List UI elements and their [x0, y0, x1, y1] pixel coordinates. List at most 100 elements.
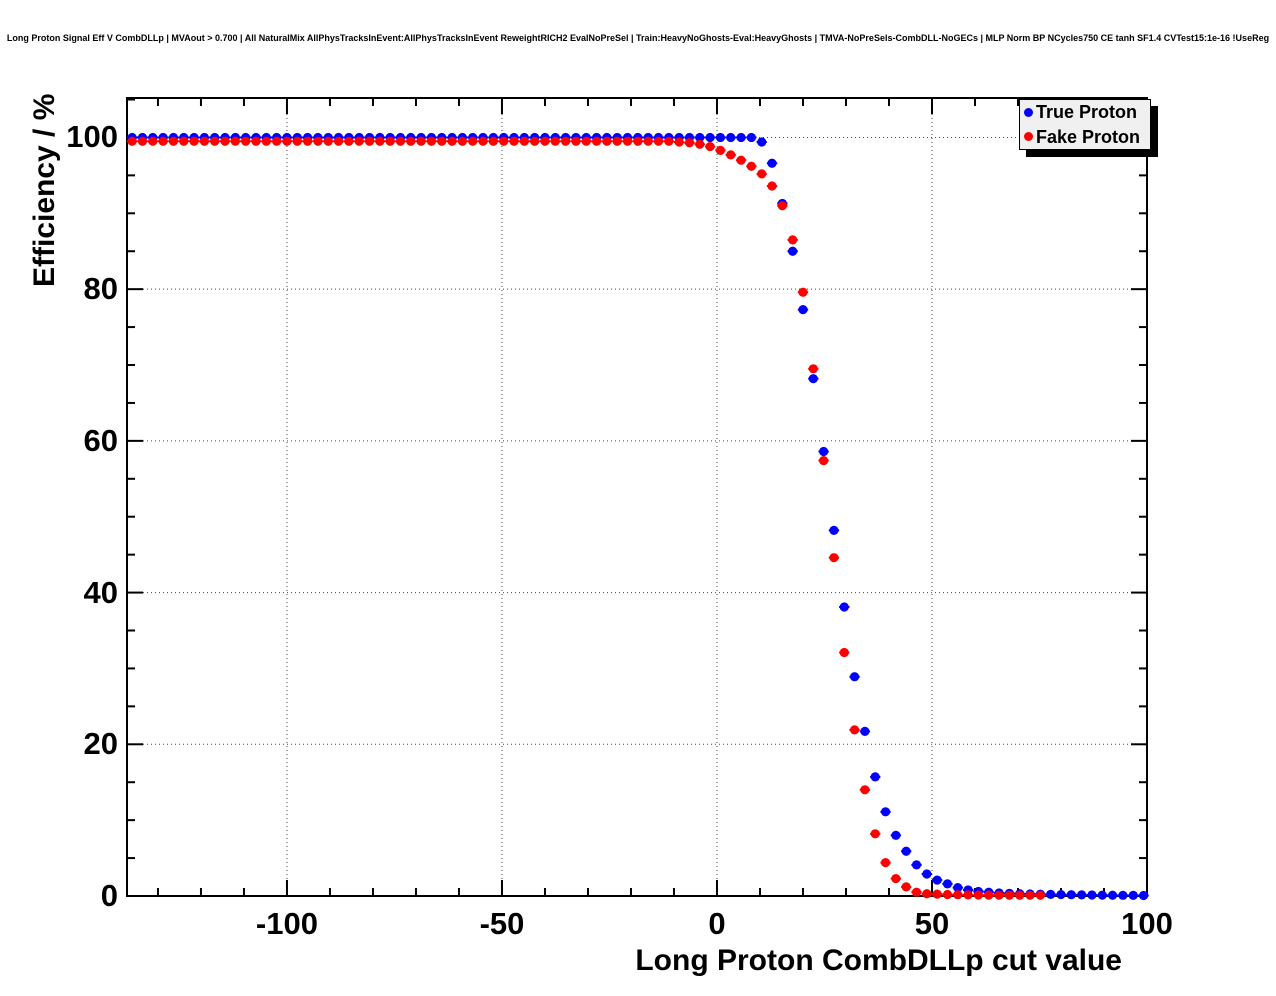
data-point [395, 136, 406, 146]
x-tick-label: -100 [255, 906, 318, 941]
data-point [901, 882, 911, 892]
data-point [664, 136, 674, 146]
data-point [705, 132, 715, 143]
data-point [1056, 889, 1066, 900]
data-point [530, 136, 540, 146]
data-point [375, 136, 385, 146]
data-point [189, 136, 199, 146]
data-point [674, 137, 684, 147]
data-point [1046, 889, 1056, 900]
data-point [767, 158, 777, 168]
y-tick-label: 100 [66, 119, 118, 155]
legend-entry-fake-proton: Fake Proton [1020, 125, 1150, 149]
x-tick-label: -50 [479, 906, 525, 941]
data-point [179, 136, 189, 146]
data-point [808, 364, 818, 374]
data-point [426, 136, 437, 146]
data-point [736, 132, 746, 143]
data-point [199, 136, 210, 146]
data-point [622, 136, 633, 146]
data-point [220, 136, 230, 146]
data-point [746, 132, 756, 143]
x-tick-label: 0 [708, 906, 726, 941]
data-point [323, 136, 333, 146]
data-point [715, 145, 726, 155]
y-tick-label: 20 [83, 726, 118, 762]
data-point [819, 455, 829, 466]
data-point [1138, 890, 1149, 901]
y-tick-label: 0 [100, 878, 118, 913]
data-point [148, 136, 158, 146]
data-point [457, 136, 468, 146]
data-point [849, 672, 860, 682]
chart-title: Long Proton Signal Eff V CombDLLp | MVAo… [6, 33, 1270, 43]
data-point [684, 138, 695, 148]
data-point [272, 136, 282, 146]
data-point [230, 136, 240, 146]
data-point [788, 246, 798, 256]
data-point [261, 136, 271, 146]
data-point [282, 136, 292, 146]
data-point [911, 860, 922, 870]
data-point [726, 150, 736, 160]
data-point [1035, 890, 1045, 900]
data-point [1025, 890, 1035, 900]
data-point [581, 136, 591, 146]
data-point [478, 136, 488, 146]
series-true-proton [127, 132, 1149, 901]
data-point [891, 830, 901, 840]
data-point [437, 136, 447, 146]
legend-label: Fake Proton [1036, 126, 1141, 147]
data-point [767, 181, 777, 191]
data-point [798, 305, 808, 315]
data-point [1087, 890, 1097, 900]
data-point [1004, 890, 1014, 900]
data-point [519, 136, 529, 146]
data-point [829, 553, 839, 563]
data-point [406, 136, 416, 146]
data-point [973, 890, 984, 900]
data-point [1118, 890, 1128, 900]
data-point [1107, 890, 1118, 900]
data-point [829, 525, 839, 535]
data-point [602, 136, 612, 146]
data-point [344, 136, 354, 146]
data-point [158, 136, 168, 146]
data-point [870, 829, 880, 839]
data-point [705, 141, 715, 152]
data-point [364, 136, 375, 146]
y-tick-label: 40 [83, 574, 118, 610]
data-point [168, 136, 179, 146]
data-point [932, 875, 942, 885]
data-point [891, 873, 901, 884]
fake-proton-marker-icon [1024, 132, 1033, 142]
data-point [571, 136, 581, 146]
data-point [385, 136, 395, 146]
data-point [695, 132, 705, 143]
data-point [1015, 890, 1025, 900]
data-point [819, 446, 829, 457]
data-point [757, 137, 767, 147]
data-point [757, 169, 767, 179]
data-point [416, 136, 426, 146]
data-point [643, 136, 653, 146]
x-axis-title: Long Proton CombDLLp cut value [635, 944, 1122, 977]
data-point [1077, 890, 1087, 900]
x-tick-label: 100 [1121, 906, 1173, 941]
data-point [911, 887, 922, 897]
y-tick-label: 60 [83, 422, 118, 458]
data-point [715, 132, 726, 143]
data-point [303, 136, 313, 146]
data-point [695, 139, 705, 149]
data-point [880, 858, 891, 868]
data-point [612, 136, 622, 146]
data-point [1128, 890, 1138, 900]
data-point [736, 155, 746, 165]
data-point [849, 725, 860, 735]
data-point [1066, 890, 1076, 900]
plot-frame [126, 97, 1148, 897]
data-point [591, 136, 602, 146]
true-proton-marker-icon [1024, 107, 1033, 117]
